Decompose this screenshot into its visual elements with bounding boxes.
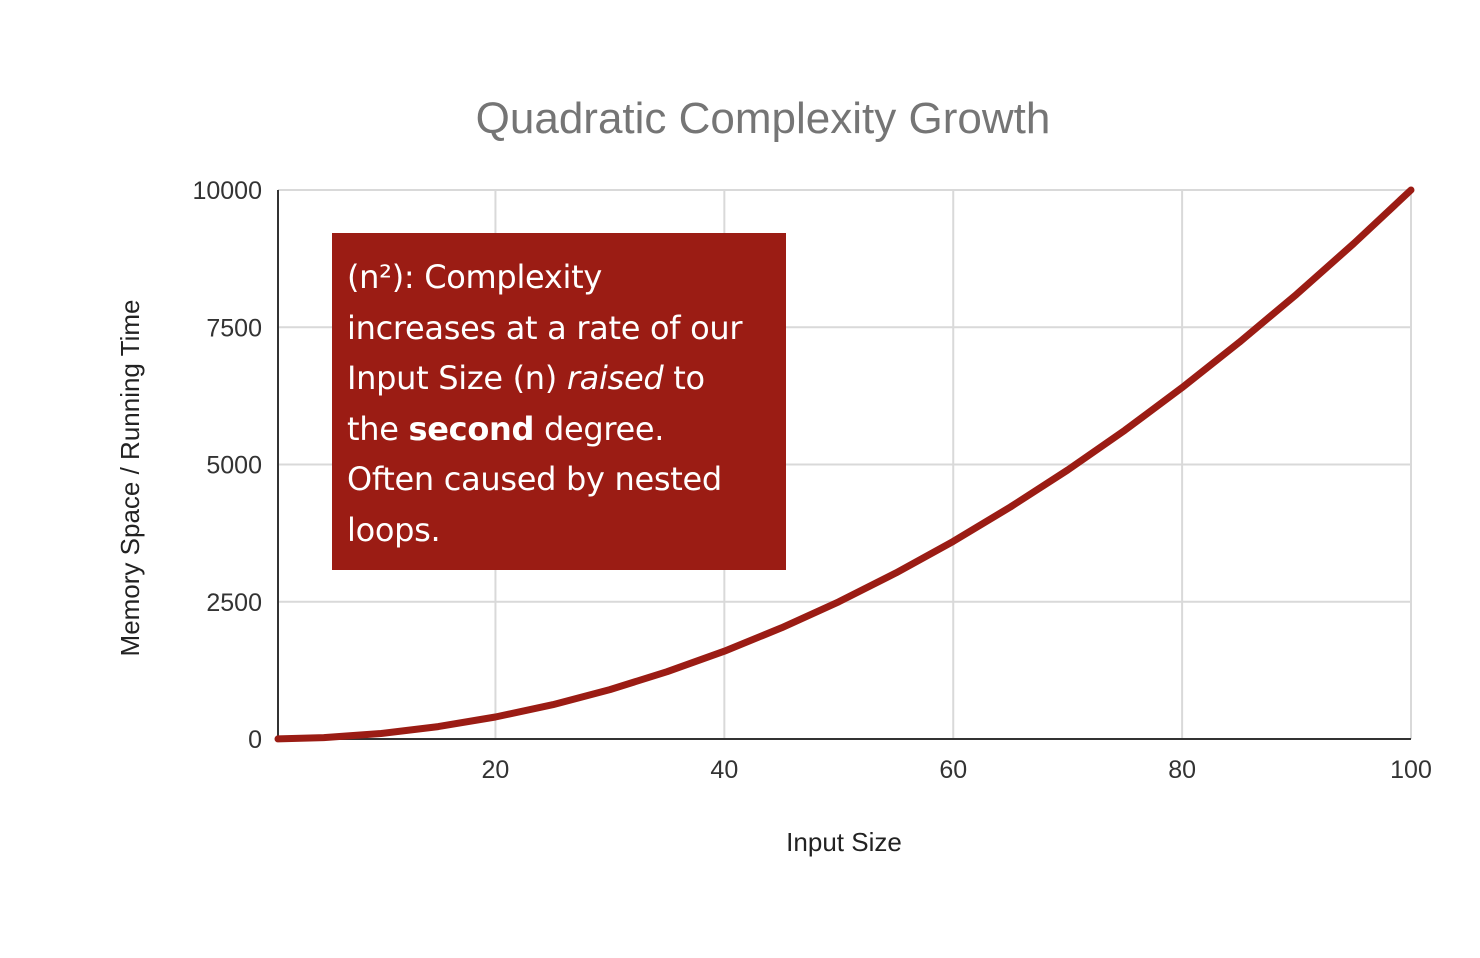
x-tick-label: 40 — [710, 756, 738, 784]
y-tick-label: 2500 — [206, 589, 262, 617]
x-axis-title: Input Size — [786, 827, 902, 857]
annotation-line: Input Size (n) raised to — [347, 353, 776, 404]
y-axis-title: Memory Space / Running Time — [115, 300, 145, 657]
x-tick-label: 60 — [939, 756, 967, 784]
annotation-text: degree. — [534, 409, 665, 448]
axes — [277, 190, 1411, 740]
annotation-text: Input Size (n) — [347, 359, 567, 397]
y-tick-label: 5000 — [206, 452, 262, 480]
x-tick-label: 20 — [482, 756, 510, 784]
annotation-line: Often caused by nested — [347, 460, 722, 498]
annotation-bold-text: second — [408, 409, 535, 448]
annotation-italic-text: raised — [566, 359, 664, 397]
annotation-line: (n²): Complexity — [347, 258, 602, 296]
tick-labels: 20 40 60 80 100 0 2500 5000 7500 10000 — [192, 177, 1431, 784]
series-line — [274, 186, 1415, 743]
y-tick-label: 7500 — [206, 314, 262, 342]
series-group — [274, 186, 1415, 743]
annotation-box: (n²): Complexity increases at a rate of … — [332, 233, 786, 570]
x-tick-label: 80 — [1168, 756, 1196, 784]
x-tick-label: 100 — [1390, 756, 1432, 784]
y-tick-label: 0 — [248, 726, 262, 754]
annotation-line: loops. — [347, 510, 441, 549]
annotation-text: to — [663, 359, 705, 397]
annotation-line: the second degree. — [347, 404, 776, 455]
annotation-text: the — [347, 409, 409, 448]
chart-title: Quadratic Complexity Growth — [476, 94, 1051, 143]
y-tick-label: 10000 — [192, 177, 262, 205]
annotation-line: increases at a rate of our — [347, 308, 743, 347]
